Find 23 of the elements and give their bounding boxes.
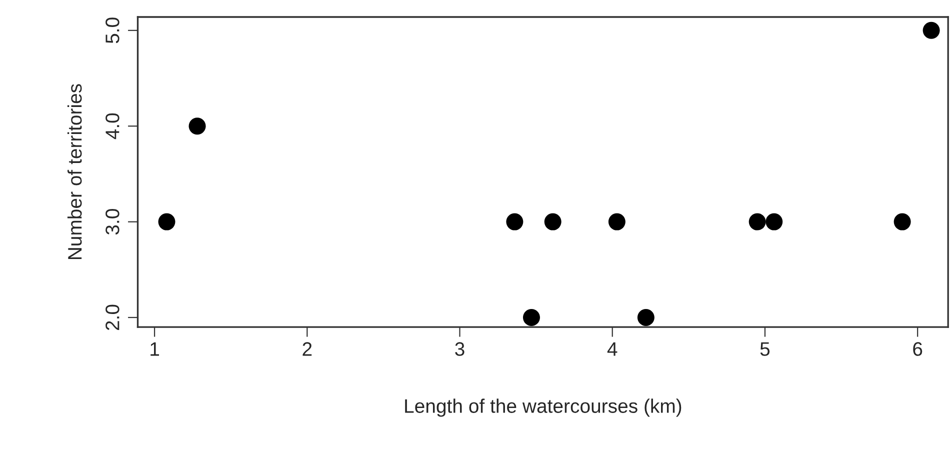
point bbox=[522, 308, 540, 326]
point bbox=[188, 118, 206, 135]
x-tick-label: 2 bbox=[302, 342, 312, 356]
point bbox=[544, 213, 562, 230]
point bbox=[766, 213, 783, 230]
point bbox=[894, 213, 911, 230]
point bbox=[608, 213, 626, 230]
x-tick-label: 5 bbox=[760, 342, 770, 356]
point bbox=[158, 213, 176, 230]
x-axis-title: Length of the watercourses (km) bbox=[405, 398, 682, 417]
x-tick-label: 6 bbox=[913, 342, 922, 356]
y-tick-label: 5.0 bbox=[106, 18, 120, 44]
point bbox=[922, 22, 940, 39]
point bbox=[748, 213, 766, 230]
y-tick-label: 2.0 bbox=[106, 304, 120, 330]
y-tick-label: 4.0 bbox=[106, 113, 120, 140]
y-tick-label: 3.0 bbox=[106, 209, 120, 235]
point bbox=[637, 308, 654, 326]
x-tick-label: 3 bbox=[455, 342, 464, 356]
x-tick-label: 4 bbox=[607, 342, 618, 356]
y-axis-title: Number of territories bbox=[67, 84, 82, 260]
x-tick-label: 1 bbox=[150, 342, 159, 356]
point bbox=[506, 213, 524, 230]
